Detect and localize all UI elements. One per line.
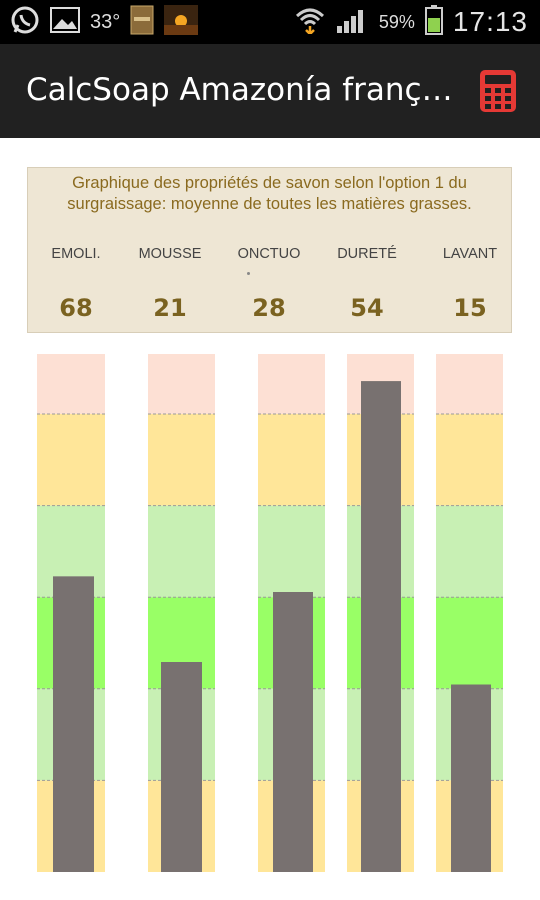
zone-band-top xyxy=(148,354,215,414)
signal-icon xyxy=(335,6,369,38)
property-emoli: EMOLI. 68 xyxy=(34,246,118,322)
whatsapp-icon xyxy=(10,5,40,39)
bar-mousse xyxy=(161,662,202,872)
property-value: 54 xyxy=(350,294,384,322)
property-value: 21 xyxy=(153,294,187,322)
action-bar: CalcSoap Amazonía franç… xyxy=(0,44,540,138)
app-icon xyxy=(130,5,154,39)
separator-dot xyxy=(247,272,250,275)
property-mousse: MOUSSE 21 xyxy=(128,246,212,322)
zone-band xyxy=(258,505,325,598)
property-durete: DURETÉ 54 xyxy=(325,246,409,322)
property-label: LAVANT xyxy=(442,246,498,262)
zone-band xyxy=(258,414,325,506)
bar-lavant xyxy=(451,684,491,872)
zone-band xyxy=(148,414,215,506)
gallery-icon xyxy=(50,7,80,37)
zone-band-top xyxy=(37,354,105,414)
zone-band xyxy=(148,505,215,598)
bar-emoli xyxy=(53,576,94,872)
chart-column-3 xyxy=(258,354,325,872)
app-title: CalcSoap Amazonía franç… xyxy=(26,72,453,108)
status-left: 33° xyxy=(10,5,199,39)
status-bar: 33° 59% 17:13 xyxy=(0,0,540,44)
battery-percent: 59% xyxy=(378,11,415,32)
chart-svg xyxy=(37,354,503,872)
zone-band xyxy=(436,597,503,689)
zone-band xyxy=(436,505,503,598)
battery-icon xyxy=(424,5,443,39)
chart-column-1 xyxy=(37,354,105,872)
zone-band xyxy=(37,414,105,506)
property-label: ONCTUO xyxy=(237,246,301,262)
bar-onctuo xyxy=(273,592,313,872)
properties-panel: Graphique des propriétés de savon selon … xyxy=(27,167,512,333)
wifi-icon xyxy=(295,6,325,38)
zone-band xyxy=(436,414,503,506)
clock: 17:13 xyxy=(452,6,528,37)
sunset-icon xyxy=(164,5,199,39)
panel-description: Graphique des propriétés de savon selon … xyxy=(67,174,472,213)
chart-column-2 xyxy=(148,354,215,872)
calculator-button[interactable] xyxy=(478,68,518,114)
property-label: MOUSSE xyxy=(138,246,202,262)
property-onctuo: ONCTUO 28 xyxy=(227,246,311,322)
property-value: 28 xyxy=(252,294,286,322)
status-right: 59% 17:13 xyxy=(295,5,528,39)
chart-column-4 xyxy=(347,354,414,872)
property-label: DURETÉ xyxy=(337,246,397,262)
soap-properties-chart xyxy=(0,354,540,874)
property-value: 15 xyxy=(453,294,487,322)
property-lavant: LAVANT 15 xyxy=(428,246,512,322)
calculator-icon xyxy=(480,70,516,112)
zone-band-top xyxy=(436,354,503,414)
zone-band-top xyxy=(258,354,325,414)
chart-column-5 xyxy=(436,354,503,872)
bar-dureté xyxy=(361,381,401,872)
property-label: EMOLI. xyxy=(51,246,101,262)
property-value: 68 xyxy=(59,294,93,322)
temperature-text: 33° xyxy=(90,10,121,33)
